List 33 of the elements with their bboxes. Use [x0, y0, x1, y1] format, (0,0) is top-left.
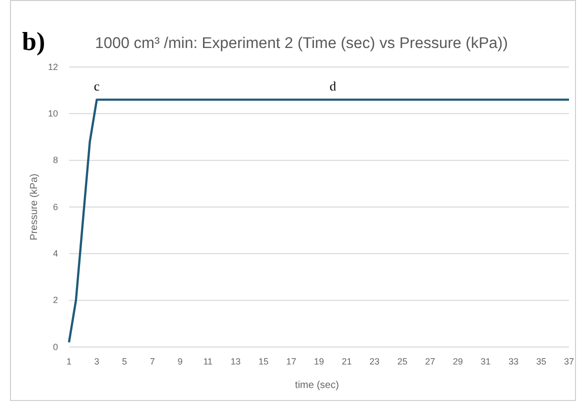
text: b): [22, 27, 46, 56]
x-tick-label: 3: [94, 356, 100, 366]
x-tick-label: 27: [425, 356, 436, 366]
x-tick-label: 9: [178, 356, 183, 366]
x-tick-label: 21: [342, 356, 352, 366]
x-tick-label: 7: [150, 356, 155, 366]
y-tick-label: 0: [52, 342, 58, 352]
x-tick-label: 5: [122, 356, 128, 366]
x-tick-label: 29: [452, 356, 463, 366]
x-tick-label: 33: [508, 356, 518, 366]
x-tick-label: 35: [536, 356, 546, 366]
y-tick-label: 2: [52, 295, 58, 306]
x-tick-label: 13: [230, 356, 241, 366]
x-tick-label: 19: [314, 356, 324, 366]
y-tick-label: 10: [48, 108, 58, 119]
x-tick-label: 1: [66, 356, 72, 366]
annotation: c: [94, 78, 100, 94]
chart-title: 1000 cm³ /min: Experiment 2 (Time (sec) vs Pressure (kPa)): [95, 35, 508, 52]
x-tick-label: 11: [203, 356, 213, 366]
annotation: d: [330, 78, 337, 94]
x-axis-title: time (sec): [295, 380, 339, 391]
line-series: [68, 98, 570, 344]
x-tick-label: 31: [480, 356, 491, 366]
y-axis-title: Pressure (kPa): [29, 174, 40, 240]
x-tick-label: 37: [564, 356, 574, 366]
x-tick-label: 17: [286, 356, 296, 366]
x-tick-label: 23: [370, 356, 380, 366]
y-tick-label: 12: [48, 62, 58, 72]
x-tick-label: 25: [397, 356, 408, 366]
y-tick-label: 6: [52, 202, 58, 212]
y-tick-label: 4: [52, 248, 58, 259]
x-tick-label: 15: [258, 356, 268, 366]
y-tick-label: 8: [52, 155, 58, 166]
